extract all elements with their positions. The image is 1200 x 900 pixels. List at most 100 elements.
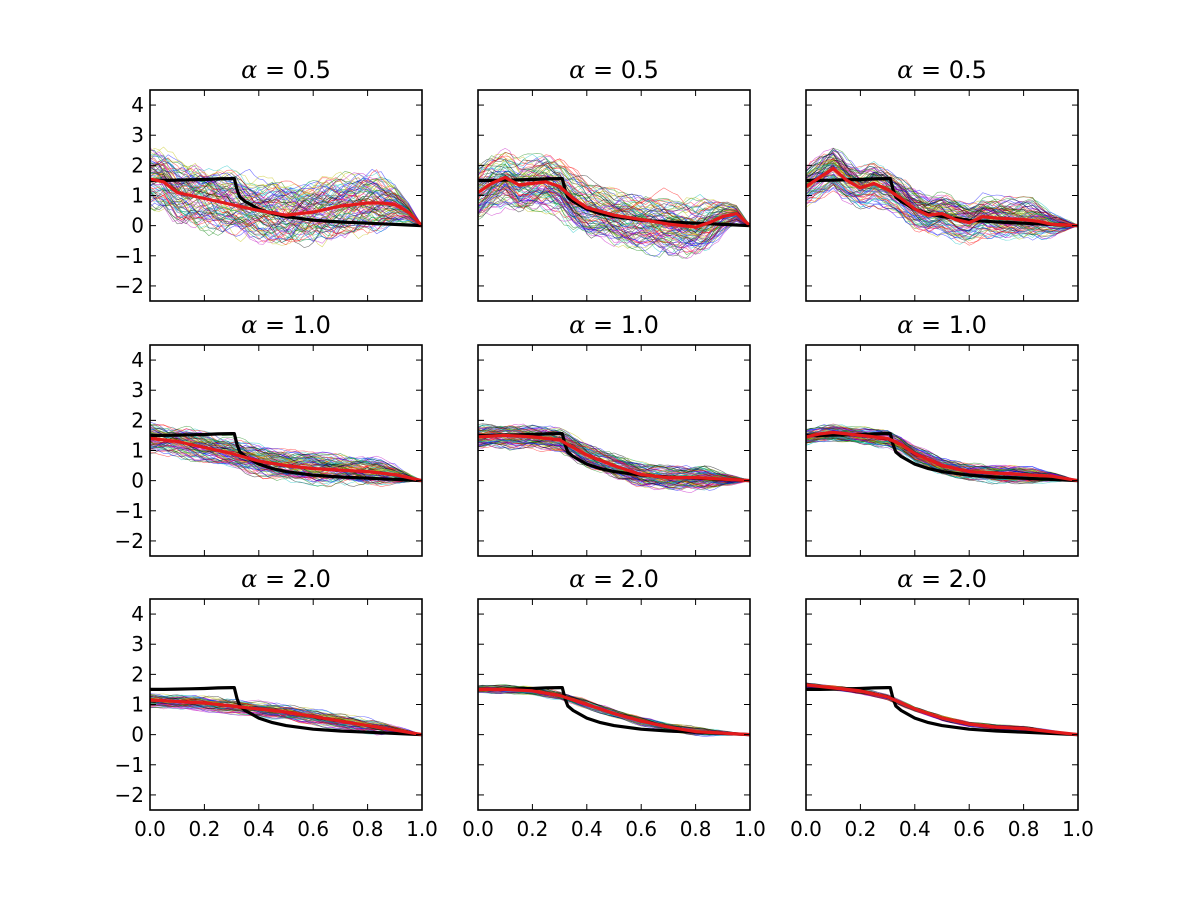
x-tick-label: 0.8 <box>680 817 712 841</box>
y-tick-label: 4 <box>131 93 144 117</box>
true-curve <box>150 177 422 228</box>
sample-path <box>478 175 750 237</box>
plot-area <box>478 147 750 260</box>
panel-title: α = 1.0 <box>241 311 331 339</box>
sample-path <box>806 685 1078 735</box>
plot-area <box>806 682 1078 737</box>
x-tick-label: 0.6 <box>625 817 657 841</box>
panel-title: α = 1.0 <box>569 311 659 339</box>
sample-path <box>478 192 750 249</box>
sample-path <box>478 423 750 481</box>
mean-curve <box>478 687 750 737</box>
sample-path <box>806 685 1078 735</box>
y-tick-label: 3 <box>131 632 144 656</box>
sample-path <box>478 687 750 735</box>
sample-path <box>150 160 422 226</box>
sample-path <box>806 686 1078 735</box>
plot-area <box>150 146 422 248</box>
y-tick-label: −2 <box>115 783 144 807</box>
x-tick-label: 0.2 <box>516 817 548 841</box>
plot-area <box>806 147 1078 246</box>
panel-2: α = 0.5 <box>477 56 751 302</box>
sample-path <box>806 190 1078 244</box>
sample-path <box>806 428 1078 481</box>
sample-path <box>806 147 1078 226</box>
alpha-value: = 2.0 <box>913 565 987 593</box>
x-tick-label: 0.2 <box>844 817 876 841</box>
mean-curve <box>478 433 750 483</box>
y-tick-label: 4 <box>131 348 144 372</box>
alpha-value: = 0.5 <box>585 56 659 84</box>
sample-path <box>150 433 422 481</box>
panel-title: α = 0.5 <box>897 56 987 84</box>
sample-path <box>150 177 422 229</box>
sample-path <box>806 685 1078 735</box>
alpha-value: = 0.5 <box>257 56 331 84</box>
sample-path <box>806 685 1078 735</box>
x-tick-label: 0.6 <box>953 817 985 841</box>
sample-paths <box>150 146 422 248</box>
sample-path <box>478 179 750 235</box>
y-tick-label: 0 <box>131 469 144 493</box>
alpha-value: = 1.0 <box>585 311 659 339</box>
axes-frame <box>805 344 1079 557</box>
sample-path <box>150 189 422 239</box>
sample-path <box>806 686 1078 735</box>
panel-1: −2 −1 0 1 2 3 4 α = 0.5 <box>115 56 423 302</box>
sample-path <box>150 424 422 481</box>
true-curve <box>478 177 750 228</box>
mean-curve <box>806 166 1078 228</box>
x-tick-label: 0.4 <box>571 817 603 841</box>
y-tick-label: 1 <box>131 693 144 717</box>
panel-7: 0.0 0.2 0.4 0.6 0.8 1.0 −2 −1 0 1 2 3 4 α = 2.0 <box>115 565 438 841</box>
sample-path <box>150 445 422 483</box>
sample-path <box>150 189 422 233</box>
sample-path <box>806 147 1078 226</box>
sample-path <box>806 151 1078 226</box>
sample-path <box>150 424 422 481</box>
sample-path <box>150 158 422 226</box>
sample-path <box>806 175 1078 231</box>
sample-path <box>806 162 1078 227</box>
axes-frame <box>477 598 751 811</box>
y-tick-label: 3 <box>131 378 144 402</box>
sample-path <box>806 686 1078 735</box>
mean-curve <box>150 698 422 737</box>
panel-3: α = 0.5 <box>805 56 1079 302</box>
sample-path <box>806 685 1078 735</box>
sample-path <box>806 685 1078 735</box>
x-tick-label: 0.4 <box>899 817 931 841</box>
plot-area <box>478 423 750 493</box>
sample-path <box>478 684 750 735</box>
alpha-value: = 1.0 <box>257 311 331 339</box>
alpha-symbol: α <box>897 311 913 339</box>
y-tick-label: −1 <box>115 499 144 523</box>
mean-curve <box>806 430 1078 483</box>
alpha-symbol: α <box>897 565 913 593</box>
panel-6: α = 1.0 <box>805 311 1079 557</box>
sample-path <box>478 153 750 226</box>
y-tick-label: 3 <box>131 123 144 147</box>
sample-path <box>150 432 422 481</box>
sample-path <box>806 685 1078 735</box>
sample-paths <box>806 147 1078 246</box>
sample-path <box>806 159 1078 226</box>
sample-path <box>478 152 750 226</box>
y-tick-label: −2 <box>115 529 144 553</box>
y-tick-label: 2 <box>131 408 144 432</box>
sample-path <box>478 440 750 488</box>
panel-9: 0.0 0.2 0.4 0.6 0.8 1.0 α = 2.0 <box>790 565 1094 841</box>
sample-path <box>478 151 750 226</box>
sample-path <box>806 686 1078 735</box>
sample-path <box>150 696 422 735</box>
mean-curve <box>150 436 422 483</box>
y-tick-label: 1 <box>131 439 144 463</box>
axes-frame <box>477 344 751 557</box>
sample-path <box>150 175 422 226</box>
sample-path <box>806 685 1078 735</box>
sample-path <box>478 177 750 234</box>
plot-area <box>806 423 1078 485</box>
x-tick-label: 0.0 <box>134 817 166 841</box>
sample-path <box>150 157 422 226</box>
plot-area <box>478 684 750 737</box>
